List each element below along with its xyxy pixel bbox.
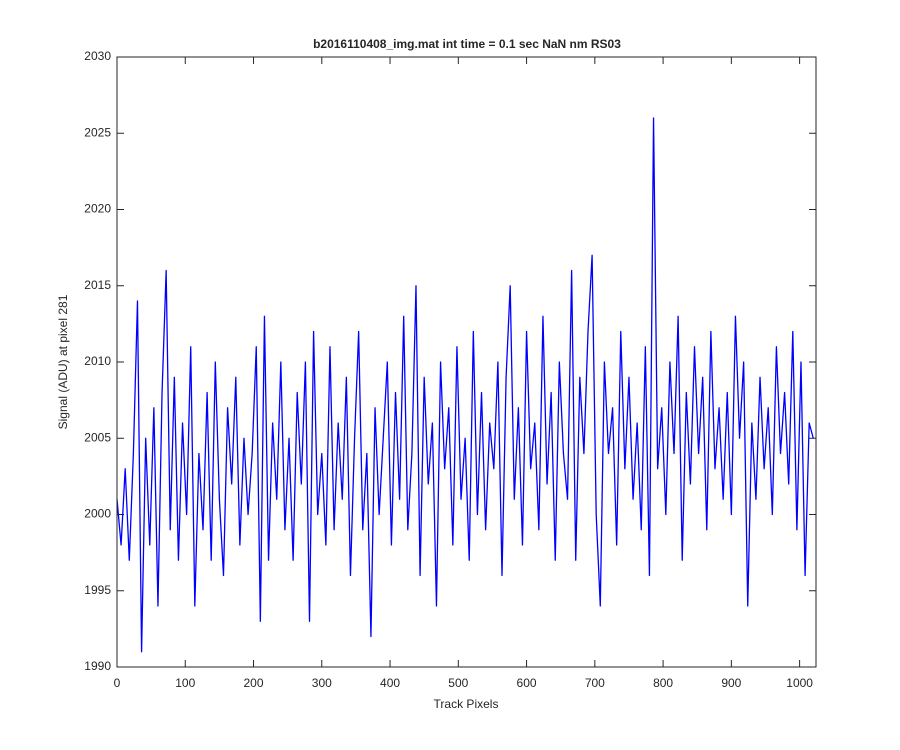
x-tick-label: 400 [380, 676, 400, 690]
x-tick-label: 1000 [786, 676, 813, 690]
x-tick-label: 300 [312, 676, 332, 690]
x-tick-label: 900 [721, 676, 741, 690]
y-tick-label: 2025 [84, 125, 111, 139]
y-tick-label: 1990 [84, 659, 111, 673]
y-tick-label: 2010 [84, 354, 111, 368]
y-tick-label: 2005 [84, 430, 111, 444]
y-axis-label: Signal (ADU) at pixel 281 [56, 294, 70, 429]
x-tick-label: 500 [448, 676, 468, 690]
y-tick-label: 2020 [84, 202, 111, 216]
x-tick-label: 0 [114, 676, 121, 690]
data-line [116, 117, 814, 653]
y-tick-label: 2000 [84, 507, 111, 521]
chart-title: b2016110408_img.mat int time = 0.1 sec N… [313, 37, 621, 51]
x-tick-label: 600 [517, 676, 537, 690]
y-tick-label: 2015 [84, 278, 111, 292]
y-tick-label: 2030 [84, 49, 111, 63]
x-tick-label: 700 [585, 676, 605, 690]
x-axis-label: Track Pixels [434, 697, 499, 711]
x-tick-label: 200 [244, 676, 264, 690]
plot-frame [116, 56, 817, 668]
x-tick-label: 100 [175, 676, 195, 690]
y-tick-label: 1995 [84, 583, 111, 597]
x-tick-label: 800 [653, 676, 673, 690]
